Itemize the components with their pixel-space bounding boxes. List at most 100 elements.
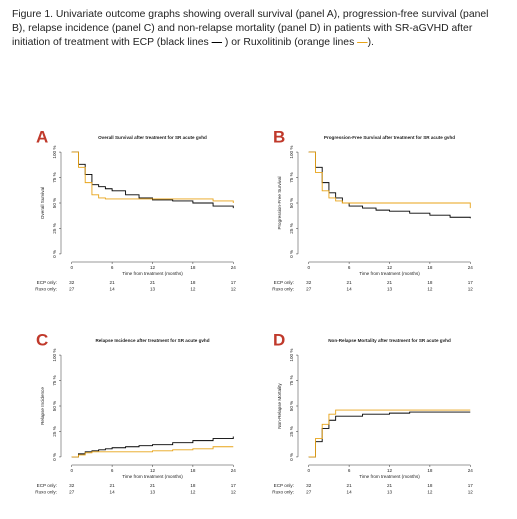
y-tick-label: 0 %	[52, 250, 57, 258]
risk-count: 18	[427, 483, 433, 488]
survival-curve	[71, 446, 234, 458]
caption-dash: —	[357, 37, 368, 48]
risk-count: 21	[387, 280, 393, 285]
panel-letter: B	[273, 127, 285, 146]
y-tick-label: 100 %	[52, 146, 57, 159]
risk-count: 12	[231, 287, 237, 292]
risk-count: 13	[387, 287, 393, 292]
x-tick-label: 12	[150, 265, 156, 270]
risk-count: 21	[150, 280, 156, 285]
risk-count: 32	[69, 280, 75, 285]
y-tick-label: 50 %	[289, 198, 294, 208]
risk-count: 18	[427, 280, 433, 285]
risk-count: 21	[110, 280, 116, 285]
risk-count: 12	[231, 490, 237, 495]
risk-row-label: ECP only:	[37, 483, 57, 488]
x-axis-label: Time from treatment (months)	[122, 271, 183, 276]
y-tick-label: 100 %	[289, 349, 294, 362]
caption: Figure 1. Univariate outcome graphs show…	[12, 8, 504, 50]
risk-row-label: ECP only:	[274, 483, 294, 488]
y-tick-label: 75 %	[52, 375, 57, 385]
risk-count: 21	[150, 483, 156, 488]
y-tick-label: 50 %	[52, 401, 57, 411]
x-axis-label: Time from treatment (months)	[122, 474, 183, 479]
risk-count: 27	[69, 287, 75, 292]
y-axis-label: Non-Relapse Mortality	[277, 383, 282, 429]
caption-dash: —	[211, 37, 223, 48]
y-tick-label: 0 %	[52, 453, 57, 461]
risk-count: 12	[190, 287, 196, 292]
x-tick-label: 6	[111, 265, 114, 270]
panel-letter: D	[273, 330, 285, 349]
y-tick-label: 25 %	[52, 223, 57, 233]
x-tick-label: 12	[387, 468, 393, 473]
caption-text: Figure 1. Univariate outcome graphs show…	[12, 9, 489, 48]
risk-count: 27	[306, 490, 312, 495]
risk-count: 17	[231, 280, 237, 285]
survival-curve	[308, 409, 471, 458]
y-tick-label: 25 %	[289, 426, 294, 436]
x-axis-label: Time from treatment (months)	[359, 474, 420, 479]
risk-count: 21	[347, 483, 353, 488]
survival-curve	[71, 151, 234, 209]
risk-row-label: ECP only:	[274, 280, 294, 285]
risk-count: 21	[347, 280, 353, 285]
x-tick-label: 6	[348, 468, 351, 473]
x-tick-label: 12	[150, 468, 156, 473]
y-axis-label: Overall Survival	[40, 187, 45, 219]
risk-count: 14	[110, 490, 116, 495]
x-tick-label: 6	[111, 468, 114, 473]
risk-count: 27	[69, 490, 75, 495]
risk-row-label: Ruxo only:	[272, 490, 294, 495]
caption-text: ) or Ruxolitinib (orange lines	[222, 37, 358, 48]
survival-curve	[308, 411, 471, 458]
x-tick-label: 6	[348, 265, 351, 270]
risk-row-label: Ruxo only:	[35, 490, 57, 495]
y-tick-label: 25 %	[52, 426, 57, 436]
risk-count: 13	[150, 287, 156, 292]
x-tick-label: 18	[190, 265, 196, 270]
x-tick-label: 24	[231, 265, 237, 270]
x-tick-label: 0	[307, 265, 310, 270]
y-axis-label: Progression-Free Survival	[277, 176, 282, 229]
survival-curve	[308, 151, 471, 219]
risk-row-label: ECP only:	[37, 280, 57, 285]
y-axis-label: Relapse Incidence	[40, 387, 45, 425]
risk-count: 32	[306, 483, 312, 488]
y-tick-label: 50 %	[52, 198, 57, 208]
y-tick-label: 75 %	[52, 172, 57, 182]
x-tick-label: 18	[427, 265, 433, 270]
risk-count: 12	[468, 490, 474, 495]
survival-curve	[308, 151, 471, 209]
y-tick-label: 75 %	[289, 172, 294, 182]
panel-title: Overall Survival after treatment for SR …	[98, 135, 207, 140]
risk-count: 14	[347, 490, 353, 495]
panel-title: Relapse Incidence after treatment for SR…	[95, 338, 209, 343]
x-tick-label: 24	[468, 468, 474, 473]
y-tick-label: 50 %	[289, 401, 294, 411]
risk-count: 27	[306, 287, 312, 292]
risk-count: 32	[69, 483, 75, 488]
risk-count: 12	[190, 490, 196, 495]
y-tick-label: 100 %	[52, 349, 57, 362]
risk-count: 13	[387, 490, 393, 495]
y-tick-label: 0 %	[289, 453, 294, 461]
risk-count: 21	[110, 483, 116, 488]
risk-count: 21	[387, 483, 393, 488]
x-axis-label: Time from treatment (months)	[359, 271, 420, 276]
survival-curve	[71, 151, 234, 203]
risk-count: 17	[231, 483, 237, 488]
risk-count: 14	[110, 287, 116, 292]
x-tick-label: 24	[468, 265, 474, 270]
risk-count: 32	[306, 280, 312, 285]
caption-text: ).	[367, 37, 374, 48]
x-tick-label: 18	[190, 468, 196, 473]
survival-curve	[71, 436, 234, 458]
x-tick-label: 24	[231, 468, 237, 473]
x-tick-label: 0	[307, 468, 310, 473]
panel-letter: A	[36, 127, 48, 146]
risk-count: 12	[427, 287, 433, 292]
risk-count: 18	[190, 280, 196, 285]
risk-count: 12	[468, 287, 474, 292]
